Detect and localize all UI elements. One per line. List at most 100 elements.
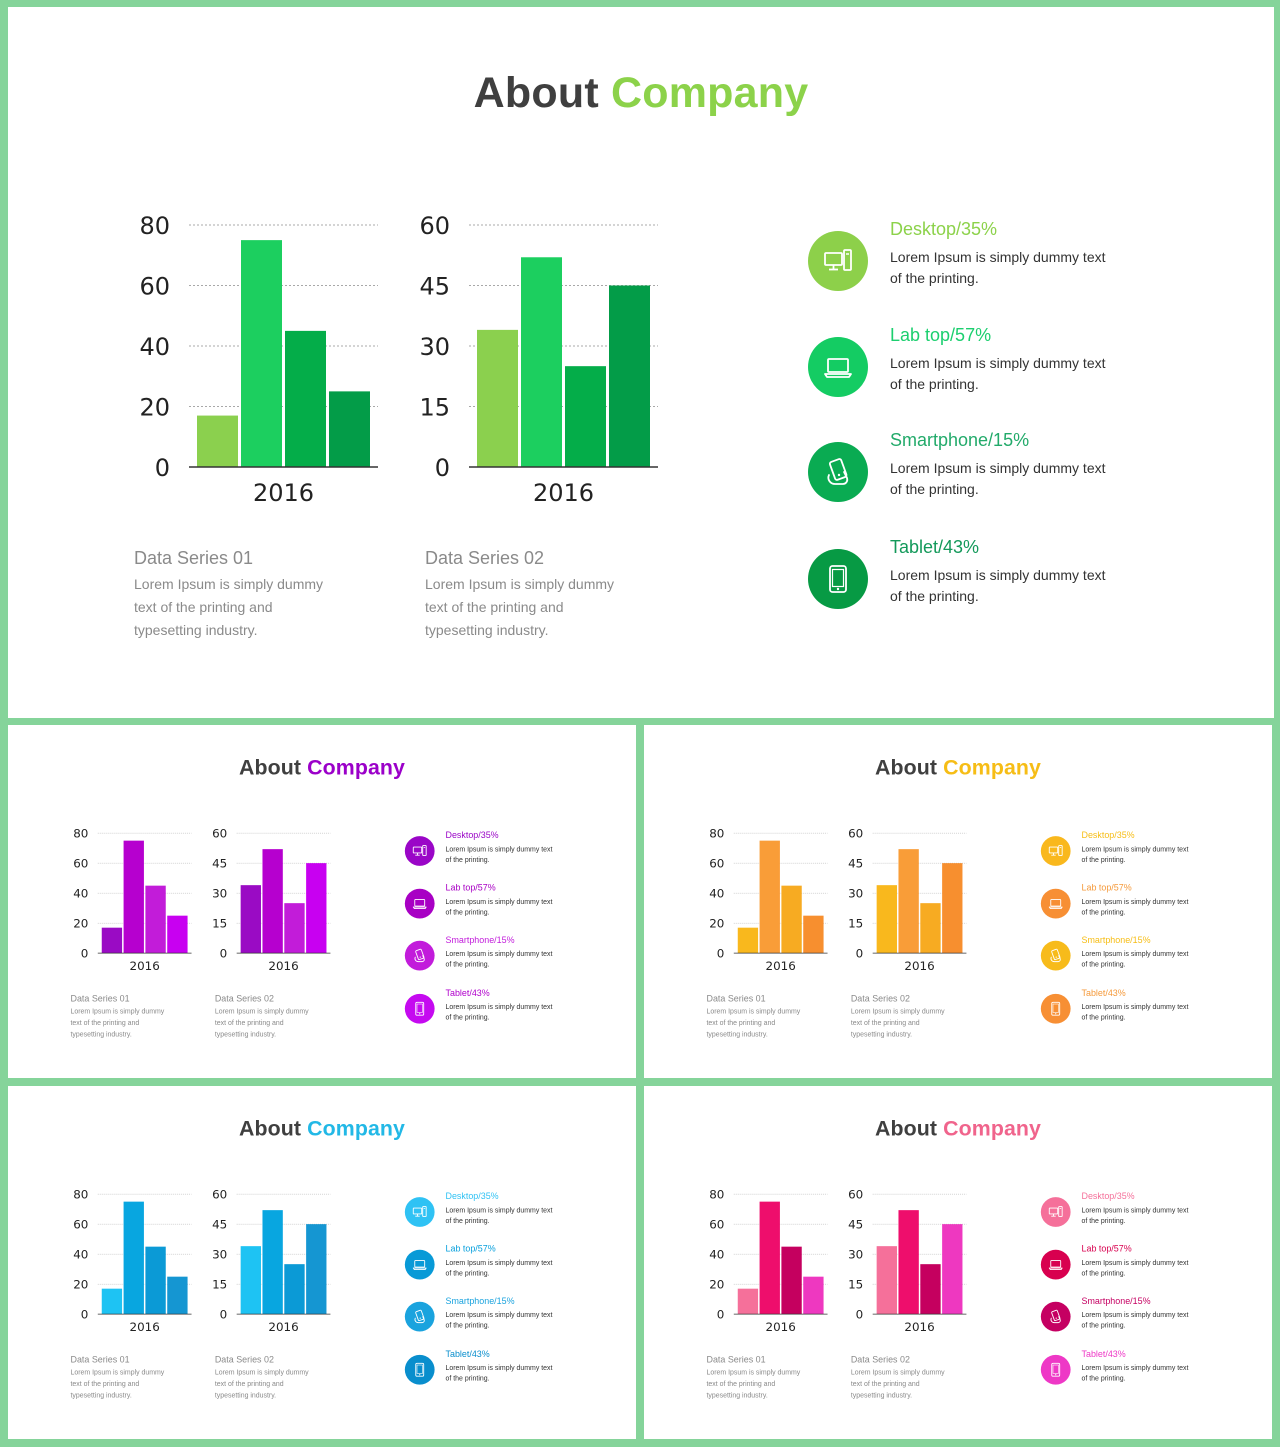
legend-label: Desktop/35% bbox=[1081, 1191, 1135, 1202]
series-description-line: typesetting industry. bbox=[706, 1391, 768, 1400]
legend-description-line: Lorem Ipsum is simply dummy text bbox=[445, 949, 553, 958]
y-tick-label: 45 bbox=[212, 857, 227, 871]
bar-series-1 bbox=[101, 1288, 123, 1315]
legend-icon-circle bbox=[1040, 993, 1071, 1024]
legend-description: Lorem Ipsum is simply dummy text of the p… bbox=[890, 565, 1130, 607]
smartphone-hand-icon bbox=[414, 948, 425, 963]
legend-description-line: of the printing. bbox=[1081, 1269, 1126, 1277]
y-tick-label: 60 bbox=[73, 1218, 88, 1232]
slide-1: About Company 0 20 40 60 80 2016 0 15 30 45 60 2016 D… bbox=[8, 7, 1274, 718]
bar-chart-1: 0 20 40 60 80 2016 bbox=[709, 827, 828, 973]
page-title: About Company bbox=[644, 756, 1272, 780]
y-tick-label: 0 bbox=[717, 947, 725, 961]
legend-label: Tablet/43% bbox=[1081, 1348, 1126, 1359]
slide-5: About Company 0 20 40 60 80 2016 0 15 30 45 60 2016 D… bbox=[644, 1086, 1272, 1439]
bar-series-4 bbox=[329, 391, 370, 467]
slide-content: About Company 0 20 40 60 80 2016 0 15 30 45 60 2016 D… bbox=[644, 725, 1272, 1078]
y-tick-label: 15 bbox=[212, 1278, 227, 1292]
bar-series-1 bbox=[876, 885, 897, 954]
legend-icon-circle bbox=[1040, 1354, 1071, 1385]
legend-description: Lorem Ipsum is simply dummy text of the p… bbox=[446, 1363, 565, 1384]
legend-description-line: Lorem Ipsum is simply dummy text bbox=[890, 460, 1106, 476]
x-category-label: 2016 bbox=[904, 959, 934, 973]
y-tick-label: 40 bbox=[709, 1248, 724, 1262]
legend-description: Lorem Ipsum is simply dummy text of the p… bbox=[1082, 844, 1201, 865]
legend-description: Lorem Ipsum is simply dummy text of the p… bbox=[446, 1205, 565, 1226]
legend-description-line: Lorem Ipsum is simply dummy text bbox=[445, 1258, 553, 1267]
y-tick-label: 15 bbox=[848, 1278, 863, 1292]
x-category-label: 2016 bbox=[130, 959, 160, 973]
legend-description-line: of the printing. bbox=[1081, 855, 1126, 864]
laptop-icon bbox=[412, 1260, 427, 1270]
legend-description-line: of the printing. bbox=[445, 1374, 490, 1383]
series-description-line: typesetting industry. bbox=[706, 1030, 768, 1039]
legend-icon-circle bbox=[404, 1249, 435, 1280]
legend-label: Lab top/57% bbox=[1081, 1243, 1132, 1254]
bar-series-1 bbox=[477, 329, 518, 467]
bar-chart-2: 0 15 30 45 60 2016 bbox=[419, 212, 658, 507]
legend-label: Tablet/43% bbox=[1081, 987, 1126, 998]
bar-series-1 bbox=[240, 1246, 261, 1315]
legend-label: Lab top/57% bbox=[445, 882, 496, 893]
legend-description-line: Lorem Ipsum is simply dummy text bbox=[445, 897, 553, 906]
x-category-label: 2016 bbox=[766, 959, 796, 973]
legend-label: Smartphone/15% bbox=[445, 1295, 515, 1306]
tablet-icon bbox=[829, 565, 847, 593]
legend-icon-circle bbox=[404, 888, 435, 919]
legend-item-3: Smartphone/15% Lorem Ipsum is simply dumm… bbox=[1040, 1296, 1210, 1337]
series-description-line: Lorem Ipsum is simply dummy bbox=[706, 1368, 801, 1377]
desktop-icon bbox=[1048, 845, 1063, 856]
legend-description-line: of the printing. bbox=[445, 1269, 490, 1277]
series-description-line: Lorem Ipsum is simply dummy bbox=[214, 1368, 309, 1377]
series-caption-2: Data Series 02 Lorem Ipsum is simply dumm… bbox=[851, 993, 965, 1040]
series-description-line: text of the printing and bbox=[214, 1018, 284, 1027]
series-caption-2: Data Series 02 Lorem Ipsum is simply dumm… bbox=[215, 993, 329, 1040]
legend-label: Desktop/35% bbox=[890, 219, 998, 239]
legend-item-2: Lab top/57% Lorem Ipsum is simply dummy t… bbox=[404, 1244, 574, 1285]
bar-series-1 bbox=[197, 415, 238, 467]
y-tick-label: 45 bbox=[419, 273, 450, 301]
legend-item-4: Tablet/43% Lorem Ipsum is simply dummy te… bbox=[404, 988, 574, 1029]
y-tick-label: 60 bbox=[848, 1188, 863, 1202]
legend-label: Smartphone/15% bbox=[1081, 1295, 1151, 1306]
y-tick-label: 45 bbox=[212, 1218, 227, 1232]
legend-description-line: of the printing. bbox=[890, 588, 979, 604]
legend-description-line: of the printing. bbox=[1081, 1321, 1126, 1330]
bar-series-4 bbox=[306, 863, 327, 954]
page-title: About Company bbox=[8, 69, 1274, 118]
bar-chart-2: 0 15 30 45 60 2016 bbox=[848, 1188, 967, 1334]
legend-icon-circle bbox=[808, 337, 868, 397]
series-caption-1: Data Series 01 Lorem Ipsum is simply dumm… bbox=[134, 548, 364, 642]
y-tick-label: 60 bbox=[709, 857, 724, 871]
smartphone-hand-icon bbox=[414, 1309, 425, 1324]
legend-label: Smartphone/15% bbox=[890, 430, 1030, 450]
bar-series-1 bbox=[240, 885, 261, 954]
bar-series-3 bbox=[920, 1264, 941, 1315]
legend-icon-circle bbox=[404, 836, 435, 866]
y-tick-label: 0 bbox=[856, 1308, 864, 1322]
legend-description-line: Lorem Ipsum is simply dummy text bbox=[1081, 897, 1189, 906]
series-caption-1: Data Series 01 Lorem Ipsum is simply dumm… bbox=[707, 993, 821, 1040]
bar-chart-2: 0 15 30 45 60 2016 bbox=[848, 827, 967, 973]
y-tick-label: 0 bbox=[220, 947, 228, 961]
series-description-line: Lorem Ipsum is simply dummy bbox=[214, 1007, 309, 1016]
series-description-line: typesetting industry. bbox=[425, 622, 549, 638]
series-description-line: text of the printing and bbox=[70, 1379, 140, 1388]
legend-description: Lorem Ipsum is simply dummy text of the p… bbox=[890, 353, 1130, 395]
legend-item-2: Lab top/57% Lorem Ipsum is simply dummy t… bbox=[1040, 1244, 1210, 1285]
series-description-line: typesetting industry. bbox=[850, 1391, 913, 1400]
y-tick-label: 60 bbox=[212, 827, 227, 841]
legend-description-line: of the printing. bbox=[445, 1013, 490, 1022]
legend-icon-circle bbox=[404, 1197, 435, 1227]
series-heading: Data Series 01 bbox=[706, 1354, 766, 1365]
series-description-line: text of the printing and bbox=[134, 599, 273, 615]
bar-series-2 bbox=[898, 1210, 919, 1315]
legend-description: Lorem Ipsum is simply dummy text of the p… bbox=[446, 949, 565, 970]
tablet-icon bbox=[415, 1362, 425, 1377]
legend-description: Lorem Ipsum is simply dummy text of the p… bbox=[1082, 949, 1201, 970]
series-description-line: typesetting industry. bbox=[70, 1030, 132, 1039]
bar-series-3 bbox=[145, 1246, 166, 1315]
bar-series-4 bbox=[942, 1224, 963, 1315]
legend-label: Smartphone/15% bbox=[445, 934, 515, 945]
legend-item-1: Desktop/35% Lorem Ipsum is simply dummy t… bbox=[1040, 1191, 1210, 1232]
